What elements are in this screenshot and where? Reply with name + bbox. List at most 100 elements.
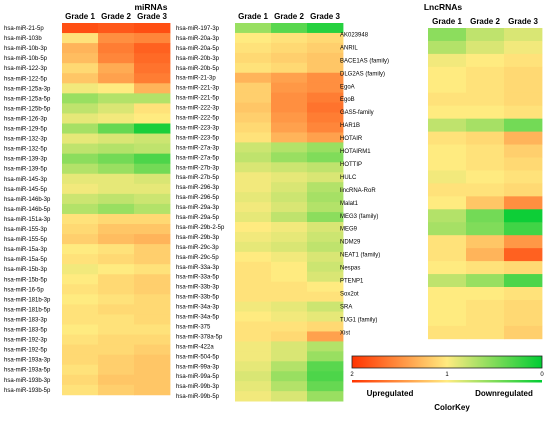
row-label: AK023948	[340, 32, 369, 38]
heatmap-cell	[307, 112, 344, 123]
heatmap-cell	[466, 92, 505, 107]
row-label: hsa-miR-422a	[176, 344, 214, 350]
heatmap-cell	[134, 304, 171, 315]
row-label: hsa-miR-296-5p	[176, 195, 220, 201]
heatmap-cell	[235, 231, 272, 243]
heatmap-cell	[466, 66, 505, 81]
heatmap-cell	[271, 212, 308, 223]
heatmap-cell	[62, 113, 99, 124]
heatmap-cell	[307, 301, 344, 312]
column-header: Grade 2	[470, 17, 500, 26]
heatmap-cell	[134, 324, 171, 335]
row-label: hsa-miR-125b-5p	[4, 106, 51, 112]
heatmap-cell	[504, 157, 543, 171]
heatmap-cell	[271, 42, 308, 54]
row-label: hsa-miR-29a-5p	[176, 215, 220, 221]
row-label: hsa-miR-122-5p	[4, 76, 48, 82]
heatmap-cell	[134, 163, 171, 175]
heatmap-cell	[307, 202, 344, 213]
heatmap-cell	[428, 274, 467, 288]
heatmap-cell	[271, 341, 308, 352]
row-label: hsa-miR-145-3p	[4, 177, 48, 183]
heatmap-cell	[98, 334, 135, 345]
heatmap-cell	[134, 274, 171, 285]
heatmap-cell	[271, 371, 308, 382]
row-label: Nespas	[340, 266, 360, 272]
row-label: HOTTIP	[340, 162, 362, 168]
row-label: DLG2AS (family)	[340, 71, 385, 77]
column-header: Grade 1	[432, 17, 462, 26]
heatmap-cell	[504, 274, 543, 288]
heatmap-cell	[307, 52, 344, 64]
heatmap-cell	[62, 163, 99, 175]
row-label: hsa-miR-139-5p	[4, 167, 48, 173]
row-label: hsa-miR-99b-5p	[176, 394, 220, 400]
heatmap-cell	[466, 299, 505, 314]
heatmap-cell	[134, 284, 171, 295]
heatmap-cell	[98, 264, 135, 275]
heatmap-cell	[307, 281, 344, 293]
heatmap-cell	[466, 222, 505, 236]
row-label: hsa-miR-181b-3p	[4, 297, 51, 303]
row-label: hsa-miR-223-3p	[176, 125, 220, 131]
color-key-tick: 0	[540, 372, 544, 378]
heatmap-cell	[307, 391, 344, 402]
row-label: hsa-miR-155-3p	[4, 227, 48, 233]
row-label: hsa-miR-193b-3p	[4, 378, 51, 384]
heatmap-cell	[428, 79, 467, 94]
heatmap-cell	[271, 152, 308, 163]
heatmap-cell	[134, 193, 171, 205]
heatmap-cell	[134, 334, 171, 345]
heatmap-cell	[428, 40, 467, 55]
heatmap-cell	[466, 40, 505, 55]
heatmap-cell	[62, 213, 99, 225]
heatmap-cell	[98, 304, 135, 315]
heatmap-cell	[62, 83, 99, 94]
heatmap-cell	[134, 33, 171, 44]
heatmap-cell	[235, 62, 272, 74]
row-label: hsa-miR-193a-5p	[4, 368, 51, 374]
heatmap-cell	[235, 222, 272, 233]
heatmap-cell	[428, 287, 467, 301]
row-label: TUG1 (family)	[340, 317, 377, 323]
heatmap-cell	[62, 183, 99, 195]
heatmap-cell	[307, 212, 344, 223]
column-header: Grade 3	[508, 17, 538, 26]
row-label: hsa-miR-29b-2-5p	[176, 225, 225, 231]
heatmap-cell	[504, 235, 543, 249]
row-label: NEAT1 (family)	[340, 253, 380, 259]
heatmap-cell	[134, 103, 171, 114]
row-label: hsa-miR-34a-5p	[176, 315, 220, 321]
heatmap-cell	[466, 196, 505, 210]
row-label: hsa-miR-15b-3p	[4, 267, 48, 273]
heatmap-cell	[98, 173, 135, 185]
heatmap-cell	[307, 162, 344, 173]
color-key-tick: 2	[350, 372, 354, 378]
row-label: hsa-miR-29c-3p	[176, 245, 219, 251]
heatmap-cell	[271, 291, 308, 302]
heatmap-cell	[134, 364, 171, 376]
heatmap-cell	[98, 203, 135, 215]
heatmap-cell	[98, 143, 135, 155]
heatmap-cell	[134, 384, 171, 396]
heatmap-cell	[134, 63, 171, 74]
row-label: hsa-miR-10b-5p	[4, 56, 48, 62]
column-header: Grade 2	[101, 12, 131, 21]
row-label: hsa-miR-15b-5p	[4, 277, 48, 283]
column-header: Grade 3	[310, 12, 340, 21]
heatmap-cell	[62, 284, 99, 295]
heatmap-cell	[134, 113, 171, 124]
row-label: MEG3 (family)	[340, 214, 378, 220]
heatmap-cell	[466, 325, 505, 340]
heatmap-cell	[235, 72, 272, 84]
heatmap-panel: Grade 1 Grade 2 Grade 3 AK023948 ANRIL BACE1A…	[340, 17, 543, 340]
heatmap-cell	[504, 53, 543, 68]
row-label: hsa-miR-375	[176, 324, 211, 330]
heatmap-cell	[134, 314, 171, 325]
heatmap-cell	[271, 261, 308, 273]
heatmap-cell	[235, 261, 272, 273]
heatmap-cell	[504, 131, 543, 145]
row-label: hsa-miR-222-5p	[176, 116, 220, 122]
heatmap-cell	[271, 132, 308, 143]
row-label: GAS5-family	[340, 110, 374, 116]
